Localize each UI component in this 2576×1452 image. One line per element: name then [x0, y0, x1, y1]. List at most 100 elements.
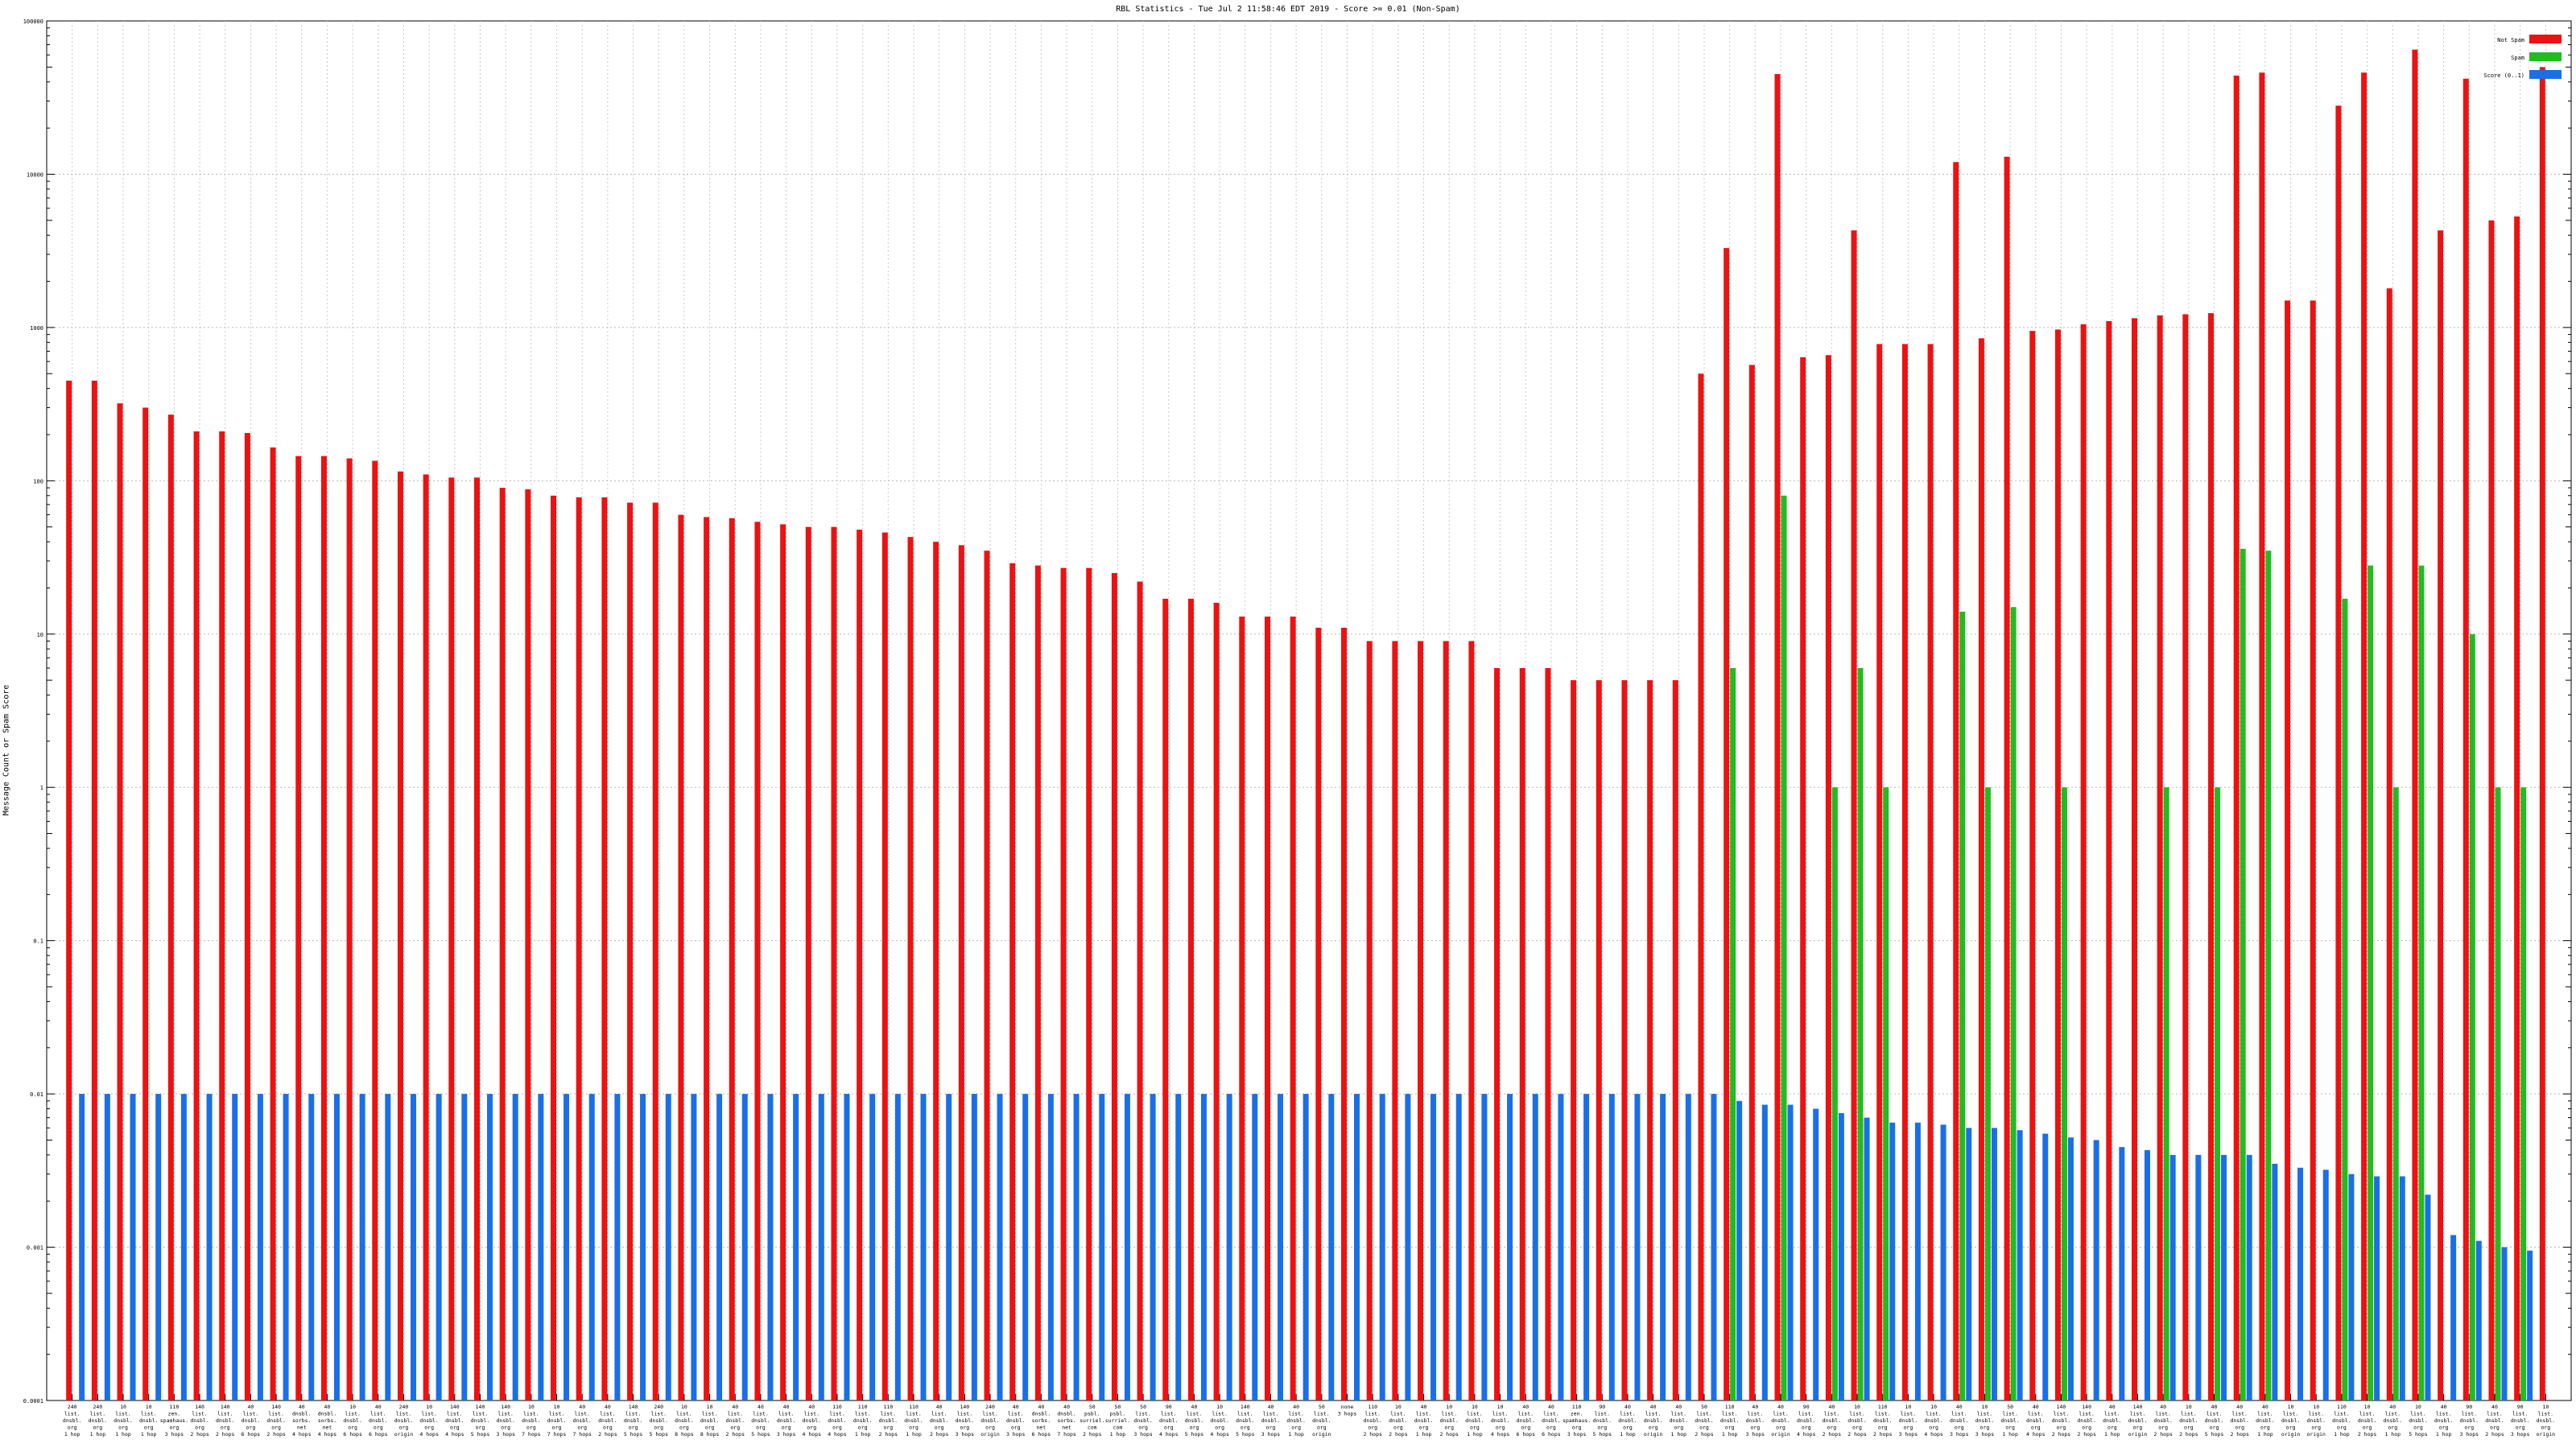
y-tick-label: 0.1 — [33, 938, 43, 945]
x-tick-label: 40 list. dnsbl. org 6 hops — [1517, 1404, 1536, 1438]
score-bar — [257, 1094, 263, 1400]
x-tick-label: 10 list. dnsbl. org 4 hops — [419, 1404, 439, 1438]
x-tick-label: 10 list. dnsbl. org 4 hops — [1491, 1404, 1510, 1438]
score-bar — [180, 1094, 187, 1400]
not-spam-bar — [1978, 338, 1984, 1400]
score-bar — [333, 1094, 340, 1400]
x-tick-label: 10 list. dnsbl. org 3 hops — [1975, 1404, 1995, 1438]
not-spam-bar — [1137, 581, 1143, 1400]
score-bar — [2527, 1250, 2533, 1400]
not-spam-bar — [2335, 105, 2342, 1401]
not-spam-bar — [2029, 331, 2036, 1400]
score-bar — [1175, 1094, 1182, 1400]
not-spam-bar — [167, 415, 174, 1400]
y-tick-label: 0.01 — [30, 1091, 43, 1098]
not-spam-bar — [2462, 78, 2469, 1400]
score-bar — [359, 1094, 365, 1400]
x-tick-label: 40 list. dnsbl. org 3 hops — [777, 1404, 796, 1438]
x-tick-label: 140 list. dnsbl. org 5 hops — [471, 1404, 490, 1438]
not-spam-bar — [295, 456, 302, 1400]
x-tick-label: 10 list. dnsbl. org 2 hops — [2358, 1404, 2377, 1438]
score-bar — [1532, 1094, 1538, 1400]
score-bar — [1150, 1094, 1156, 1400]
score-bar — [206, 1094, 213, 1400]
not-spam-bar — [2310, 300, 2316, 1401]
x-tick-label: 10 list. dnsbl. org 4 hops — [1210, 1404, 1229, 1438]
x-tick-label: 110 list. dnsbl. org 2 hops — [1873, 1404, 1893, 1438]
score-bar — [2093, 1140, 2099, 1400]
not-spam-bar — [933, 542, 939, 1400]
not-spam-bar — [1187, 598, 1194, 1400]
not-spam-bar — [678, 514, 684, 1400]
not-spam-bar — [601, 497, 608, 1400]
not-spam-bar — [1851, 230, 1857, 1401]
not-spam-bar — [193, 431, 200, 1400]
x-tick-label: 40 list. dnsbl. org 1 hop — [2256, 1404, 2274, 1438]
x-tick-label: 10 list. dnsbl. org origin — [2537, 1404, 2556, 1438]
x-tick-label: 140 list. dnsbl. org 2 hops — [216, 1404, 235, 1438]
not-spam-bar — [1392, 641, 1398, 1400]
score-bar — [1073, 1094, 1080, 1400]
x-tick-label: 40 list. dnsbl. org 3 hops — [1261, 1404, 1281, 1438]
spam-bar — [2342, 598, 2348, 1400]
not-spam-bar — [1698, 373, 1704, 1400]
score-bar — [2272, 1163, 2278, 1400]
x-tick-label: 240 list. dnsbl. org origin — [980, 1404, 1000, 1438]
not-spam-bar — [499, 488, 506, 1400]
x-tick-label: 40 dnsbl. sorbs. net 7 hops — [1057, 1404, 1076, 1438]
score-bar — [920, 1094, 927, 1400]
score-bar — [997, 1094, 1003, 1400]
score-bar — [2246, 1154, 2252, 1400]
x-tick-label: 10 list. dnsbl. org 7 hops — [547, 1404, 567, 1438]
not-spam-bar — [2412, 49, 2418, 1400]
score-bar — [793, 1094, 799, 1400]
x-tick-label: 10 list. dnsbl. org 2 hops — [1439, 1404, 1459, 1438]
score-bar — [1889, 1122, 1896, 1400]
plot-frame — [46, 20, 2572, 1401]
not-spam-bar — [2539, 67, 2545, 1401]
x-tick-label: 140 list. dnsbl. org 4 hops — [445, 1404, 464, 1438]
score-bar — [1430, 1094, 1437, 1400]
x-tick-label: 40 list. dnsbl. org 1 hop — [1414, 1404, 1433, 1438]
score-bar — [1302, 1094, 1309, 1400]
not-spam-bar — [805, 526, 811, 1400]
not-spam-bar — [2488, 220, 2495, 1400]
score-bar — [2450, 1235, 2457, 1400]
spam-bar — [2240, 548, 2246, 1401]
not-spam-bar — [1034, 565, 1041, 1400]
x-tick-label: 40 list. dnsbl. org 6 hops — [369, 1404, 388, 1438]
score-bar — [1226, 1094, 1232, 1400]
score-bar — [232, 1094, 238, 1400]
not-spam-bar — [627, 502, 634, 1400]
score-bar — [308, 1094, 315, 1400]
spam-bar — [1831, 787, 1838, 1400]
x-tick-label: 40 list. dnsbl. org 1 hop — [1286, 1404, 1305, 1438]
x-tick-label: 110 zen. spamhaus. org 3 hops — [160, 1404, 188, 1438]
not-spam-bar — [2182, 314, 2189, 1400]
x-tick-label: 40 dnsbl. sorbs. net 4 hops — [318, 1404, 337, 1438]
not-spam-bar — [423, 474, 429, 1400]
score-bar — [2067, 1137, 2074, 1400]
not-spam-bar — [780, 524, 786, 1400]
x-tick-label: 40 list. dnsbl. org 2 hops — [930, 1404, 949, 1438]
spam-bar — [2418, 565, 2425, 1400]
x-tick-label: 10 list. dnsbl. org 7 hops — [522, 1404, 541, 1438]
x-tick-label: 40 dnsbl. sorbs. net 6 hops — [1032, 1404, 1051, 1438]
score-bar — [2348, 1174, 2355, 1400]
not-spam-bar — [2514, 216, 2520, 1400]
not-spam-bar — [1800, 357, 1806, 1401]
score-bar — [614, 1094, 621, 1400]
score-bar — [1914, 1122, 1921, 1400]
x-tick-label: 140 list. dnsbl. org 3 hops — [496, 1404, 515, 1438]
not-spam-bar — [2080, 324, 2087, 1400]
not-spam-bar — [652, 502, 658, 1400]
not-spam-bar — [2233, 75, 2240, 1400]
score-bar — [2501, 1247, 2508, 1400]
score-bar — [2221, 1154, 2227, 1400]
score-bar — [79, 1094, 85, 1400]
y-tick-label: 10 — [37, 632, 43, 638]
x-tick-label: 90 list. dnsbl. org 3 hops — [2460, 1404, 2479, 1438]
x-tick-label: 110 list. dnsbl. org 1 hop — [1720, 1404, 1739, 1438]
legend-label: Score (0..1) — [2483, 72, 2524, 79]
x-tick-label: 110 list. dnsbl. org 2 hops — [879, 1404, 898, 1438]
